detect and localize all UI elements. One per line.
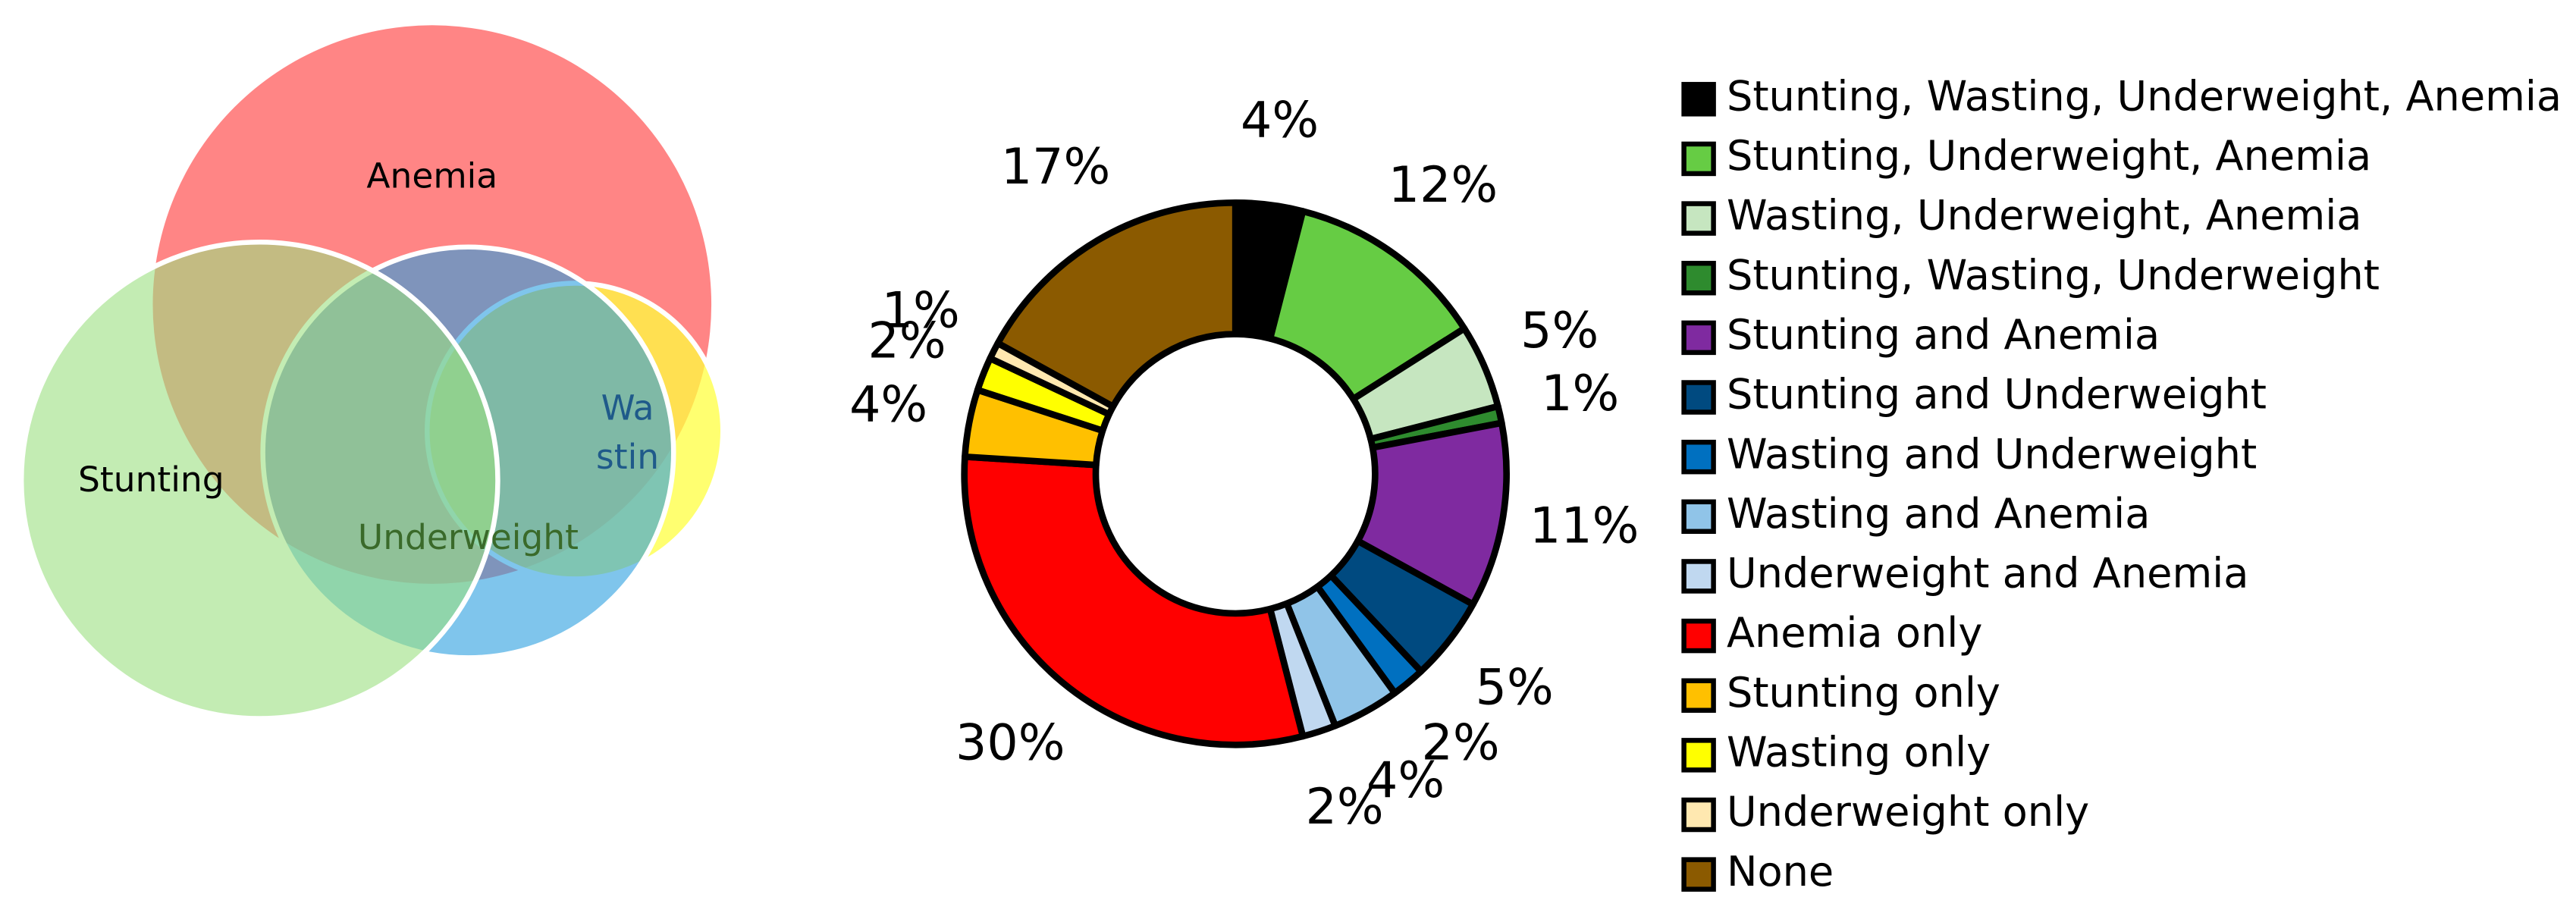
legend-swatch [1681, 678, 1716, 713]
data-label: 2% [1422, 715, 1500, 772]
legend-swatch [1681, 260, 1716, 296]
legend-label: Wasting, Underweight, Anemia [1727, 192, 2362, 240]
data-label: 4% [1241, 93, 1319, 149]
legend-swatch [1681, 797, 1716, 833]
venn-label-box: Wasting [596, 388, 660, 498]
venn-label: Underweight [358, 517, 579, 557]
legend-swatch [1681, 141, 1716, 177]
legend-label: Stunting only [1727, 669, 2000, 717]
legend: Stunting, Wasting, Underweight, Anemia St… [1681, 72, 2562, 896]
donut-slice [994, 199, 1239, 410]
legend-swatch [1681, 559, 1716, 594]
legend-label: None [1727, 848, 1834, 896]
legend-swatch [1681, 82, 1716, 117]
legend-swatch [1681, 439, 1716, 475]
legend-swatch [1681, 320, 1716, 356]
legend-swatch [1681, 618, 1716, 654]
data-label: 4% [1366, 752, 1445, 809]
data-label: 11% [1530, 498, 1639, 555]
legend-label: Wasting and Underweight [1727, 430, 2257, 478]
data-label: 5% [1476, 659, 1554, 716]
legend-swatch [1681, 857, 1716, 892]
venn-label: Anemia [366, 155, 497, 196]
legend-swatch [1681, 201, 1716, 236]
data-label: 30% [955, 715, 1065, 772]
donut-slice [1266, 208, 1468, 403]
legend-swatch [1681, 380, 1716, 415]
venn-label: Stunting [78, 460, 224, 500]
legend-label: Stunting, Wasting, Underweight, Anemia [1727, 72, 2562, 120]
legend-swatch [1681, 738, 1716, 773]
donut-slice [961, 453, 1307, 748]
legend-label: Anemia only [1727, 609, 1982, 657]
legend-swatch [1681, 499, 1716, 535]
legend-label: Wasting only [1727, 729, 1991, 777]
data-label: 12% [1388, 157, 1498, 214]
data-label: 1% [882, 282, 960, 339]
legend-label: Stunting and Underweight [1727, 371, 2267, 419]
data-label: 2% [1306, 779, 1384, 836]
data-label: 17% [1001, 139, 1110, 196]
legend-label: Underweight only [1727, 788, 2089, 836]
donut-chart: 4%12%5%1%11%5%2%4%2%30%4%2%1%17% [849, 93, 1639, 836]
venn-label: Wasting [596, 388, 660, 498]
data-label: 4% [849, 377, 927, 434]
data-label: 5% [1520, 303, 1599, 359]
legend-label: Stunting and Anemia [1727, 311, 2160, 359]
data-label: 1% [1541, 366, 1619, 422]
legend-label: Wasting and Anemia [1727, 490, 2150, 538]
stunting-circle [18, 240, 500, 721]
legend-label: Underweight and Anemia [1727, 550, 2249, 598]
venn-diagram: Anemia Stunting Underweight Wasting [18, 25, 726, 721]
legend-label: Stunting, Wasting, Underweight [1727, 251, 2380, 299]
data-label: 2% [868, 312, 946, 369]
legend-label: Stunting, Underweight, Anemia [1727, 132, 2371, 180]
